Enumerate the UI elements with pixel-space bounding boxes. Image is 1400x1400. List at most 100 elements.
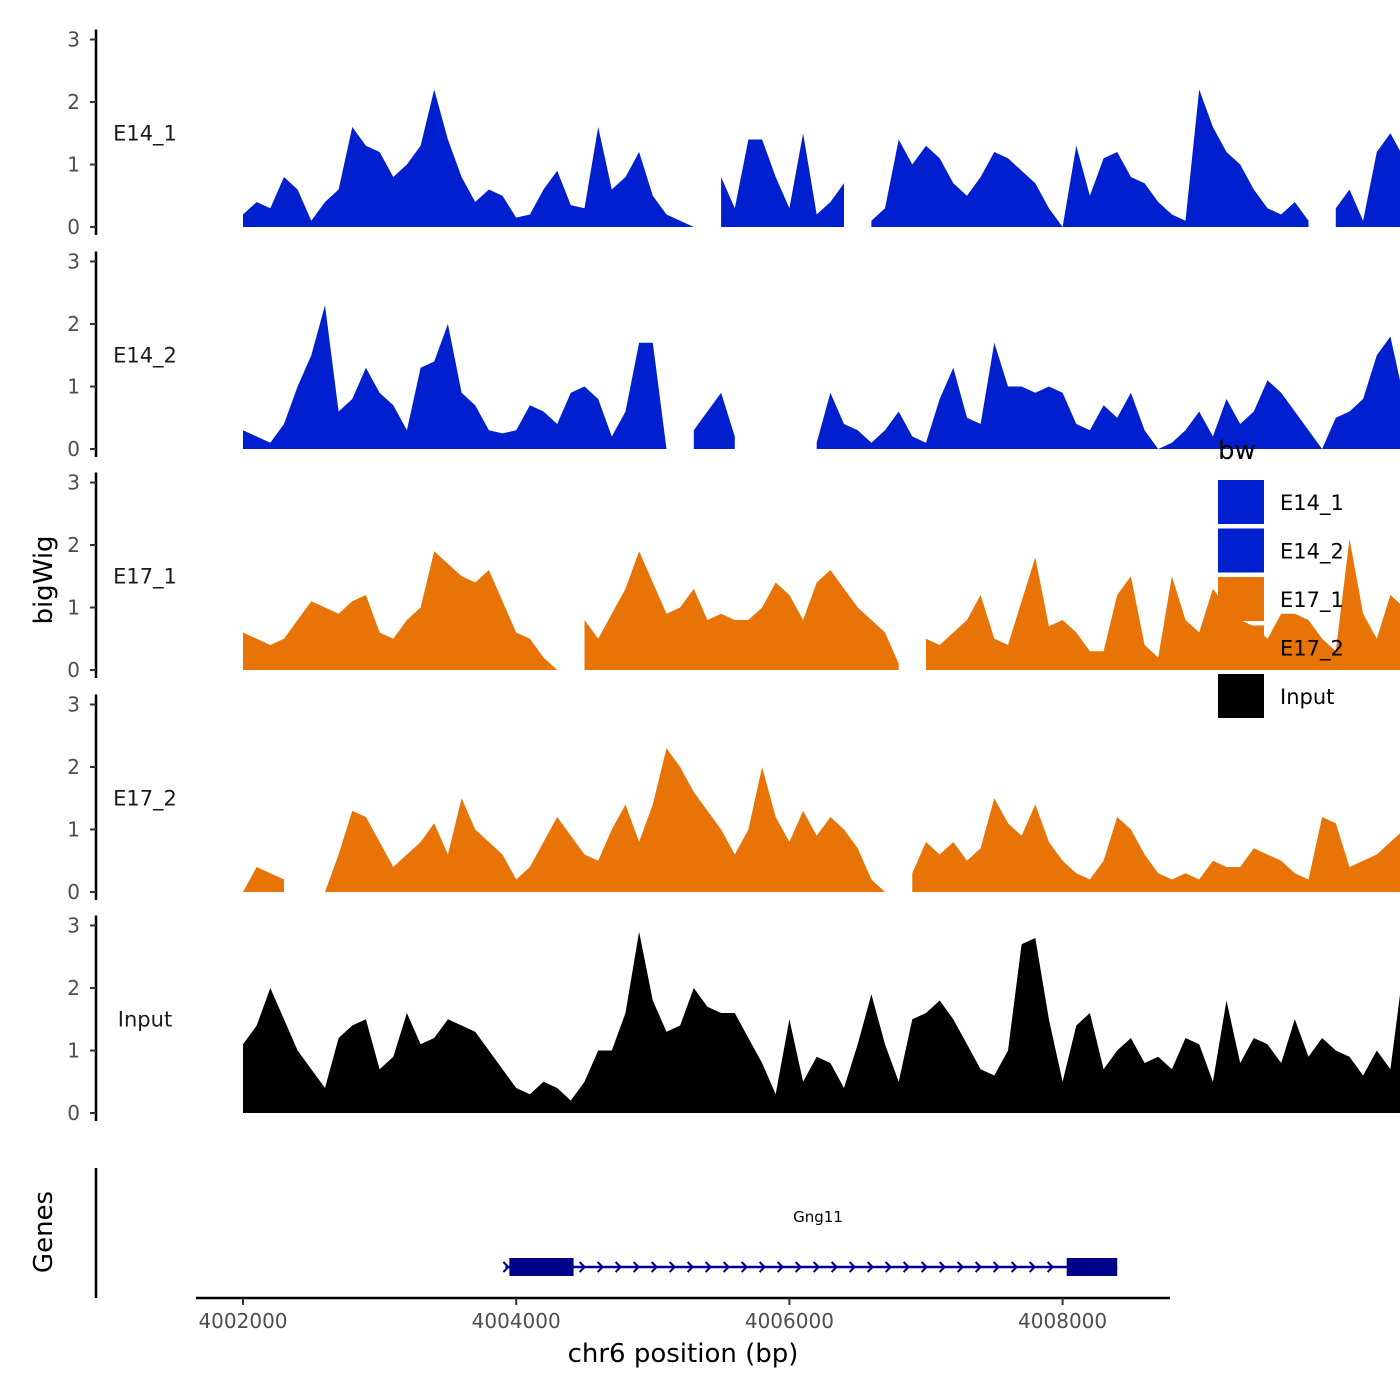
strand-chevron [992,1261,1001,1273]
x-ticks: 4002000 4004000 4006000 4008000 [198,1298,1107,1333]
strand-chevron [830,1261,839,1273]
genes-track-title: Genes [29,1191,59,1273]
y-tick-label: 0 [67,1101,80,1125]
x-tick-label: 4002000 [198,1309,287,1333]
area-E14_1 [871,89,1309,227]
x-axis: 4002000 4004000 4006000 4008000 chr6 positi… [196,1296,1170,1369]
strand-chevron [812,1261,821,1273]
strand-chevron [758,1261,767,1273]
area-Input [243,931,1400,1113]
legend: bw E14_1 E14_2 E17_1 E17_2 Input [1218,436,1344,718]
area-E14_2 [816,336,1400,449]
legend-label: E17_2 [1280,637,1344,662]
strand-chevron [668,1261,677,1273]
strand-chevron [1028,1261,1037,1273]
area-E14_2 [693,392,735,449]
area-E17_1 [243,551,558,670]
y-tick-label: 2 [67,312,80,336]
strand-chevron [596,1261,605,1273]
strand-chevron [1046,1261,1055,1273]
strand-chevron [794,1261,803,1273]
area-E17_2 [243,867,284,892]
strand-chevron [686,1261,695,1273]
area-E14_2 [243,305,667,449]
strand-chevron [920,1261,929,1273]
area-E14_1 [721,133,844,227]
genes-track: Genes Gng11 [29,1168,1118,1298]
track-label: E14_2 [113,343,177,368]
strand-chevron [902,1261,911,1273]
strand-chevron [578,1261,587,1273]
area-E17_1 [926,538,1400,670]
strand-chevron [974,1261,983,1273]
track-Input: 0 1 2 3 Input [67,914,1400,1125]
legend-swatch [1218,577,1264,621]
track-E17_2: 0 1 2 3 E17_2 [67,693,1400,904]
legend-label: E17_1 [1280,588,1344,613]
strand-chevron [956,1261,965,1273]
gene-name-label: Gng11 [793,1208,843,1226]
x-axis-title: chr6 position (bp) [568,1339,799,1369]
y-tick-label: 1 [67,1039,80,1063]
x-tick-label: 4008000 [1018,1309,1107,1333]
legend-items: E14_1 E14_2 E17_1 E17_2 Input [1218,480,1344,718]
track-label: E17_2 [113,786,177,811]
y-tick-label: 1 [67,153,80,177]
y-tick-label: 0 [67,215,80,239]
y-tick-label: 2 [67,533,80,557]
strand-chevron [704,1261,713,1273]
track-E14_2: 0 1 2 3 E14_2 [67,250,1400,461]
track-label: Input [118,1007,172,1031]
strand-chevron [722,1261,731,1273]
track-panels: 0 1 2 3 E14_1 0 1 2 3 E14_2 0 1 2 3 E17_1 0 1 2 3 E17_2 0 1 2 3… [67,28,1400,1125]
y-axis-title: bigWig [29,535,59,624]
area-E17_2 [912,798,1400,892]
y-tick-label: 3 [67,28,80,52]
strand-chevron [884,1261,893,1273]
strand-chevron [848,1261,857,1273]
x-tick-label: 4006000 [745,1309,834,1333]
track-E17_1: 0 1 2 3 E17_1 [67,471,1400,682]
y-tick-label: 0 [67,658,80,682]
y-tick-label: 2 [67,976,80,1000]
legend-label: E14_2 [1280,540,1344,565]
y-tick-label: 3 [67,693,80,717]
x-tick-label: 4004000 [472,1309,561,1333]
strand-chevron [776,1261,785,1273]
track-E14_1: 0 1 2 3 E14_1 [67,28,1400,239]
y-tick-label: 0 [67,880,80,904]
y-tick-label: 0 [67,437,80,461]
y-tick-label: 2 [67,755,80,779]
gene-exon [509,1258,574,1276]
strand-chevron [1010,1261,1019,1273]
strand-chevron [938,1261,947,1273]
gene-model [502,1258,1118,1276]
legend-label: Input [1280,685,1334,709]
strand-chevron [740,1261,749,1273]
area-E14_1 [243,89,694,227]
strand-chevron [614,1261,623,1273]
area-E17_2 [325,748,885,892]
strand-chevron [866,1261,875,1273]
legend-label: E14_1 [1280,491,1344,516]
gene-exon [1066,1258,1118,1276]
legend-swatch [1218,480,1264,524]
y-tick-label: 1 [67,375,80,399]
y-tick-label: 1 [67,596,80,620]
legend-title: bw [1218,436,1256,466]
y-tick-label: 2 [67,90,80,114]
legend-swatch [1218,625,1264,670]
strand-chevron [502,1261,510,1273]
strand-chevron [650,1261,659,1273]
y-tick-label: 3 [67,914,80,938]
track-label: E14_1 [113,121,177,146]
legend-swatch [1218,674,1264,718]
legend-swatch [1218,528,1264,573]
track-label: E17_1 [113,564,177,589]
area-E14_1 [1335,133,1400,227]
y-tick-label: 3 [67,471,80,495]
strand-chevron [632,1261,641,1273]
y-tick-label: 3 [67,250,80,274]
y-tick-label: 1 [67,818,80,842]
